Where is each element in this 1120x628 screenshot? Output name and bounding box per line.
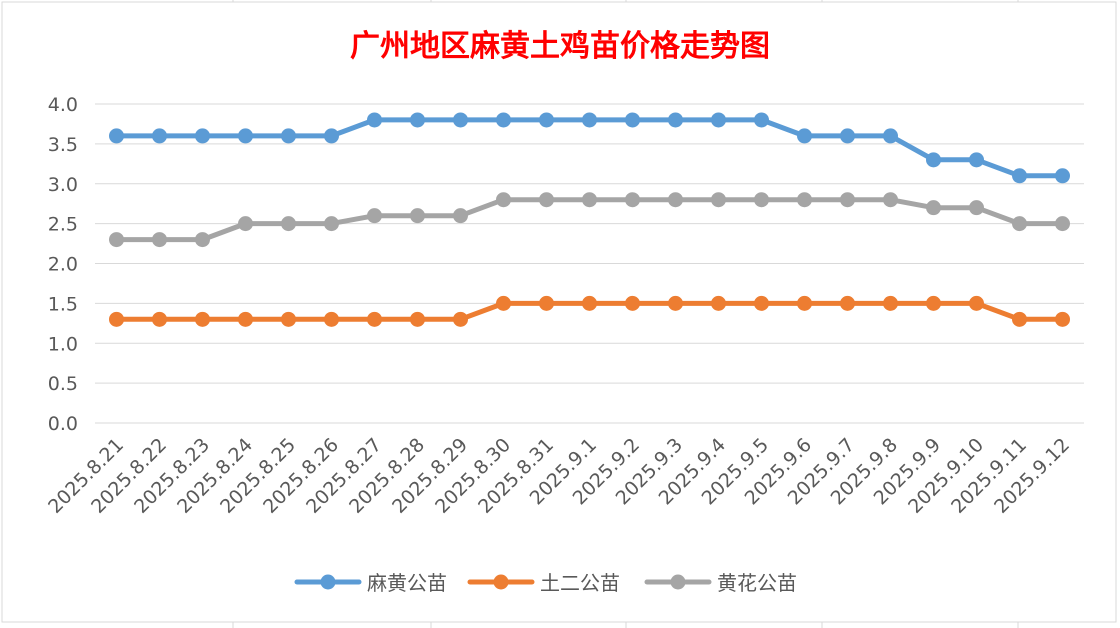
data-point <box>711 295 726 311</box>
data-point <box>754 192 769 208</box>
data-point <box>109 311 124 327</box>
data-point <box>797 295 812 311</box>
data-point <box>668 295 683 311</box>
data-point <box>367 208 382 224</box>
data-point <box>582 295 597 311</box>
y-tick-label: 2.0 <box>48 254 78 276</box>
series-layer <box>109 112 1070 327</box>
y-tick-label: 0.0 <box>48 413 78 435</box>
data-point <box>625 192 640 208</box>
data-point <box>238 128 253 144</box>
data-point <box>797 192 812 208</box>
data-point <box>840 192 855 208</box>
data-point <box>582 112 597 128</box>
series-group <box>109 295 1070 327</box>
data-point <box>969 200 984 216</box>
data-point <box>883 192 898 208</box>
data-point <box>367 112 382 128</box>
data-point <box>410 208 425 224</box>
data-point <box>883 295 898 311</box>
data-point <box>668 112 683 128</box>
data-point <box>883 128 898 144</box>
y-axis-ticks: 0.0 0.5 1.0 1.5 2.0 2.5 3.0 3.5 4.0 <box>48 94 78 435</box>
y-tick-label: 4.0 <box>48 94 78 116</box>
legend: 麻黄公苗 土二公苗 黄花公苗 <box>294 571 797 595</box>
legend-label: 麻黄公苗 <box>367 571 447 595</box>
data-point <box>840 295 855 311</box>
data-point <box>109 128 124 144</box>
data-point <box>195 232 210 248</box>
data-point <box>539 295 554 311</box>
data-point <box>238 216 253 232</box>
data-point <box>324 216 339 232</box>
data-point <box>926 295 941 311</box>
data-point <box>367 311 382 327</box>
data-point <box>410 311 425 327</box>
data-point <box>281 311 296 327</box>
data-point <box>754 295 769 311</box>
data-point <box>281 128 296 144</box>
y-tick-label: 2.5 <box>48 214 78 236</box>
data-point <box>453 112 468 128</box>
data-point <box>969 295 984 311</box>
data-point <box>668 192 683 208</box>
data-point <box>1012 311 1027 327</box>
data-point <box>1055 168 1070 184</box>
legend-marker <box>320 574 336 590</box>
legend-label: 土二公苗 <box>540 571 620 595</box>
y-tick-label: 1.0 <box>48 333 78 355</box>
data-point <box>969 152 984 168</box>
legend-marker <box>493 574 509 590</box>
data-point <box>195 128 210 144</box>
data-point <box>1012 216 1027 232</box>
data-point <box>926 152 941 168</box>
data-point <box>625 112 640 128</box>
data-point <box>496 112 511 128</box>
data-point <box>281 216 296 232</box>
series-group <box>109 112 1070 184</box>
data-point <box>797 128 812 144</box>
series-group <box>109 192 1070 248</box>
data-point <box>410 112 425 128</box>
data-point <box>152 311 167 327</box>
data-point <box>453 311 468 327</box>
data-point <box>711 192 726 208</box>
data-point <box>840 128 855 144</box>
data-point <box>195 311 210 327</box>
data-point <box>539 112 554 128</box>
data-point <box>582 192 597 208</box>
y-tick-label: 3.0 <box>48 174 78 196</box>
data-point <box>1012 168 1027 184</box>
data-point <box>109 232 124 248</box>
data-point <box>324 311 339 327</box>
data-point <box>496 192 511 208</box>
y-tick-label: 3.5 <box>48 134 78 156</box>
data-point <box>1055 216 1070 232</box>
data-point <box>754 112 769 128</box>
data-point <box>238 311 253 327</box>
legend-marker <box>670 574 686 590</box>
data-point <box>711 112 726 128</box>
y-tick-label: 0.5 <box>48 373 78 395</box>
data-point <box>324 128 339 144</box>
data-point <box>496 295 511 311</box>
data-point <box>152 232 167 248</box>
data-point <box>926 200 941 216</box>
data-point <box>625 295 640 311</box>
data-point <box>1055 311 1070 327</box>
data-point <box>152 128 167 144</box>
data-point <box>453 208 468 224</box>
legend-label: 黄花公苗 <box>717 571 797 595</box>
data-point <box>539 192 554 208</box>
y-tick-label: 1.5 <box>48 293 78 315</box>
chart-title: 广州地区麻黄土鸡苗价格走势图 <box>350 29 770 64</box>
